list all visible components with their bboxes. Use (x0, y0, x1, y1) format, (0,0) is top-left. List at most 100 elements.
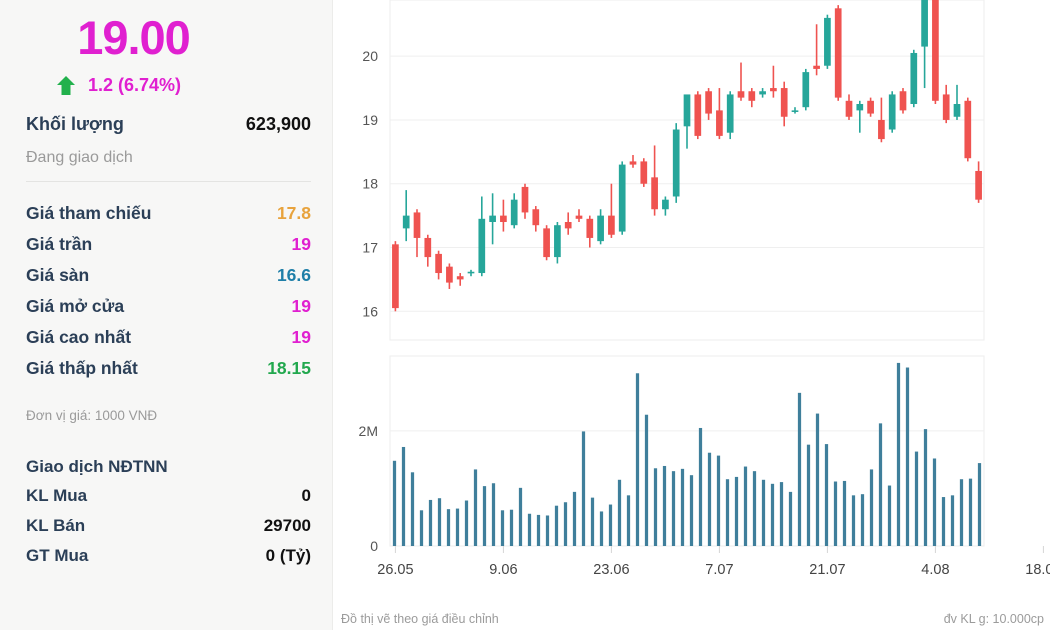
price-unit-note: Đơn vị giá: 1000 VNĐ (26, 408, 158, 423)
candle-body (435, 253, 442, 274)
quote-row: Giá trần 19 (26, 229, 311, 260)
candle-body (932, 0, 939, 101)
candle-body (543, 228, 550, 258)
candle-body (716, 110, 723, 136)
volume-value: 623,900 (245, 114, 311, 134)
volume-bar (959, 479, 964, 546)
volume-bar (779, 482, 784, 546)
candle-body (500, 215, 507, 222)
volume-bar (446, 509, 451, 546)
price-axis-tick-label: 18 (362, 176, 378, 192)
arrow-up-icon (56, 76, 76, 95)
quote-row: Giá cao nhất 19 (26, 322, 311, 353)
candle-body (456, 276, 464, 280)
candle-body (867, 100, 874, 114)
volume-bar (860, 494, 865, 546)
candle-body (878, 119, 885, 140)
candle-body (726, 94, 734, 133)
x-axis-tick-label: 9.06 (489, 562, 517, 578)
volume-bar (689, 475, 694, 546)
volume-bar (401, 446, 406, 546)
volume-bar (545, 515, 550, 546)
volume-bar (473, 469, 478, 546)
volume-row: Khối lượng 623,900 (26, 110, 311, 139)
candle-body (575, 215, 583, 219)
price-axis-tick-label: 16 (362, 303, 378, 319)
quote-row-label: Giá trần (26, 234, 93, 254)
x-axis-tick-label: 7.07 (705, 562, 733, 578)
volume-bar (806, 444, 811, 546)
quote-row-value: 19 (291, 296, 311, 316)
candle-body (392, 244, 399, 309)
volume-bar (842, 480, 847, 546)
candle-body (770, 88, 777, 92)
candle-body (899, 91, 907, 111)
volume-bar (437, 498, 442, 546)
candle-body (618, 164, 626, 232)
sidebar-border (332, 0, 333, 630)
candle-body (737, 91, 745, 98)
candle-body (651, 177, 658, 210)
foreign-row-label: KL Mua (26, 486, 88, 505)
volume-bar (887, 485, 892, 546)
volume-bar (599, 511, 604, 546)
quote-row-label: Giá thấp nhất (26, 358, 138, 378)
volume-bar (482, 486, 487, 546)
volume-bar (428, 499, 433, 546)
volume-bar (725, 479, 730, 546)
volume-bar (977, 463, 982, 546)
price-change-row: 1.2 (6.74%) (26, 75, 311, 96)
candle-body (975, 170, 982, 200)
volume-bar (527, 513, 532, 546)
candle-body (564, 222, 572, 229)
volume-bar (653, 468, 658, 546)
candle-body (402, 215, 410, 229)
candle-body (953, 104, 961, 117)
foreign-row: KL Bán 29700 (26, 511, 311, 541)
candle-body (910, 52, 918, 104)
foreign-row-label: KL Bán (26, 516, 86, 535)
volume-bar (554, 505, 559, 546)
price-panel-bg (389, 0, 985, 341)
quote-row-value: 18.15 (267, 358, 311, 378)
volume-bar (671, 471, 676, 546)
quote-detail-table: Giá tham chiếu 17.8 Giá trần 19 Giá sàn 16.6 G… (26, 198, 311, 384)
candle-body (597, 215, 604, 242)
foreign-row-label: GT Mua (26, 546, 89, 565)
candle-body (813, 65, 820, 69)
price-volume-chart[interactable]: 16 17 18 19 20 0 2M 26.05 9.06 23.06 7.07 21.07 4.08… (333, 0, 1050, 630)
volume-bar (455, 508, 460, 546)
quote-row-value: 17.8 (276, 203, 311, 223)
volume-bar (572, 491, 577, 546)
volume-bar (878, 423, 883, 546)
foreign-row: KL Mua 0 (26, 481, 311, 511)
candle-body (802, 72, 810, 108)
candle-body (921, 0, 928, 47)
volume-bar (590, 497, 595, 546)
x-axis-tick-label: 18.08 (1025, 562, 1050, 578)
volume-bar (608, 504, 613, 546)
volume-bar (815, 413, 820, 546)
volume-bar (797, 392, 802, 546)
quote-row-label: Giá sàn (26, 265, 90, 285)
volume-bar (950, 495, 955, 546)
candle-body (759, 91, 766, 95)
candle-body (824, 17, 831, 66)
candle-body (780, 88, 788, 117)
quote-row: Giá thấp nhất 18.15 (26, 353, 311, 384)
quote-row-label: Giá cao nhất (26, 327, 132, 347)
candle-body (791, 110, 799, 112)
volume-bar (824, 444, 829, 546)
x-axis-tick-label: 4.08 (921, 562, 949, 578)
volume-bar (680, 468, 685, 546)
volume-bar (734, 476, 739, 546)
volume-bar (581, 431, 586, 546)
volume-bar (617, 479, 622, 546)
foreign-trading-title: Giao dịch NĐTNN (26, 457, 168, 476)
volume-bar (941, 497, 946, 546)
candle-body (748, 91, 756, 101)
volume-bar (662, 465, 667, 546)
volume-bar (518, 487, 523, 546)
candle-body (489, 215, 496, 222)
